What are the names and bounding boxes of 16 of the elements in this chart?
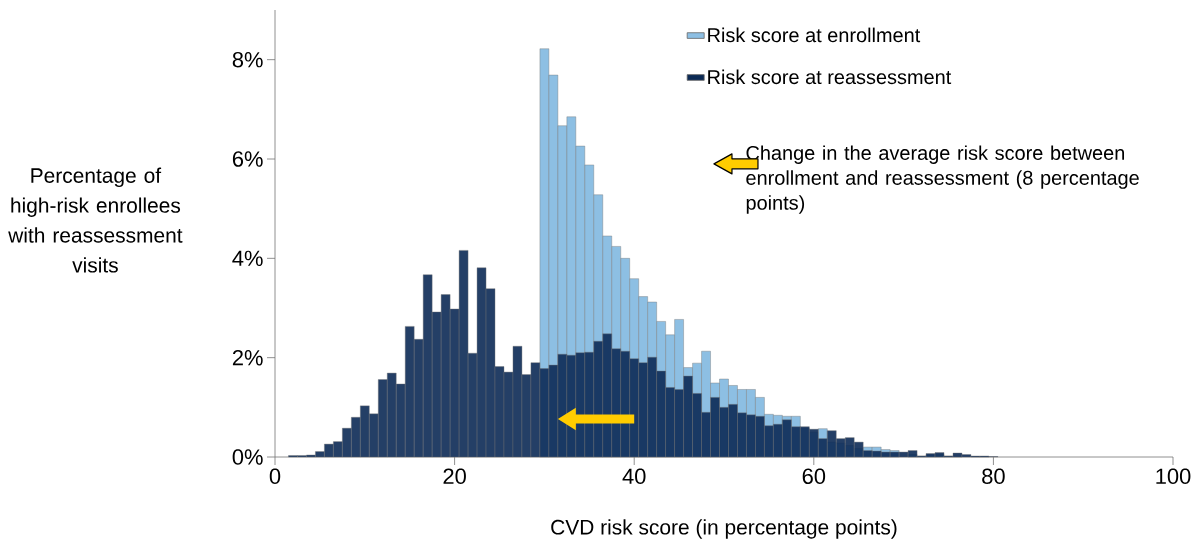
y-tick-label: 6%: [232, 151, 263, 167]
x-tick-label: 80: [982, 468, 1005, 485]
x-tick-label: 20: [443, 468, 466, 485]
y-tick-label: 0%: [232, 449, 263, 465]
y-axis-title: Percentage of high-risk enrollees with reassessment visits: [8, 167, 183, 273]
legend-label: Risk score at reassessment: [708, 69, 952, 85]
y-tick-label: 2%: [232, 349, 263, 366]
x-tick-label: 40: [622, 468, 646, 485]
x-tick-label: 100: [1156, 468, 1191, 485]
x-tick-label: 60: [802, 468, 826, 485]
x-tick-label: 0: [269, 468, 281, 485]
y-tick-label: 8%: [232, 51, 263, 68]
y-tick-label: 4%: [232, 250, 263, 266]
legend-label: Risk score at enrollment: [708, 27, 921, 43]
x-axis-title: CVD risk score (in percentage points): [551, 519, 897, 539]
annotation: Change in the average risk score between enrollment and reassessment (8 percentage points): [746, 145, 1139, 214]
